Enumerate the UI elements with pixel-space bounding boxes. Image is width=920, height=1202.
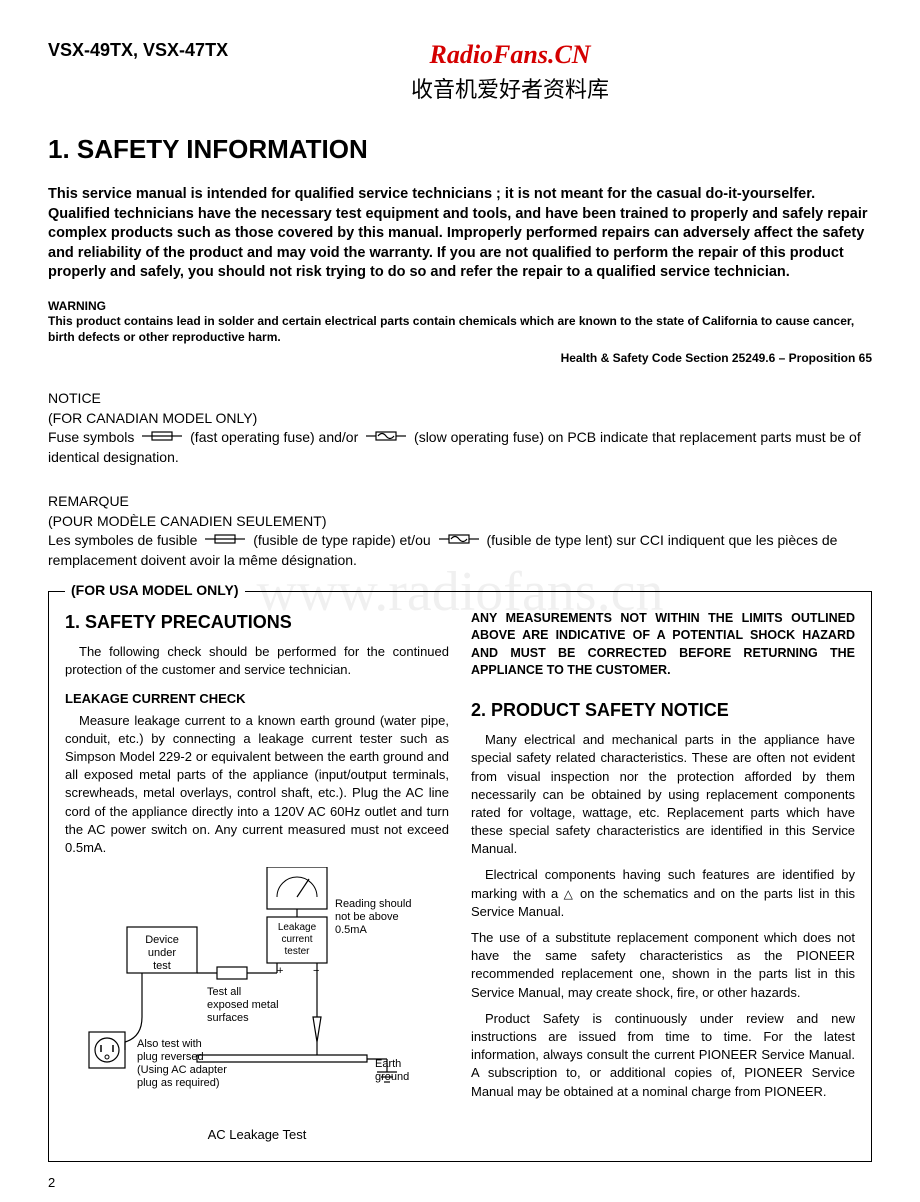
intro-paragraph: This service manual is intended for qual… [48,185,872,283]
product-safety-p3: The use of a substitute replacement comp… [471,929,855,1002]
svg-text:Test all: Test all [207,986,241,998]
svg-text:0.5mA: 0.5mA [335,924,367,936]
notice-fr-pre: Les symboles de fusible [48,532,197,548]
site-title: RadioFans.CN [268,40,752,70]
site-subtitle: 收音机爱好者资料库 [268,72,752,104]
svg-text:plug as required): plug as required) [137,1077,220,1089]
usa-model-box: (FOR USA MODEL ONLY) 1. SAFETY PRECAUTIO… [48,591,872,1162]
warning-head: WARNING [48,299,872,313]
slow-fuse-icon [439,532,479,552]
svg-text:Earth: Earth [375,1058,401,1070]
leakage-check-body: Measure leakage current to a known earth… [65,712,449,858]
product-safety-p1: Many electrical and mechanical parts in … [471,731,855,858]
svg-text:not be above: not be above [335,911,399,923]
notice-en-head: NOTICE [48,389,872,409]
notice-en-pre: Fuse symbols [48,429,134,445]
right-column: ANY MEASUREMENTS NOT WITHIN THE LIMITS O… [471,610,855,1145]
notice-fr-mid1: (fusible de type rapide) et/ou [253,532,430,548]
product-safety-p4: Product Safety is continuously under rev… [471,1010,855,1101]
svg-text:Also test with: Also test with [137,1038,202,1050]
leakage-check-heading: LEAKAGE CURRENT CHECK [65,690,449,708]
main-heading: 1. SAFETY INFORMATION [48,134,872,165]
notice-en-mid1: (fast operating fuse) and/or [190,429,358,445]
svg-text:exposed metal: exposed metal [207,999,279,1011]
svg-text:+: + [277,965,283,977]
svg-text:Device: Device [145,934,179,946]
page-header: VSX-49TX, VSX-47TX RadioFans.CN 收音机爱好者资料… [48,40,872,104]
svg-text:Leakage: Leakage [278,922,317,933]
svg-text:test: test [153,960,171,972]
svg-text:Reading should: Reading should [335,898,411,910]
product-safety-p2: Electrical components having such featur… [471,866,855,921]
fast-fuse-icon [142,429,182,449]
notice-fr-sub: (POUR MODÈLE CANADIEN SEULEMENT) [48,512,872,532]
triangle-icon: △ [564,887,575,901]
svg-text:plug reversed: plug reversed [137,1051,204,1063]
diagram-caption: AC Leakage Test [65,1126,449,1144]
notice-fr-body: Les symboles de fusible (fusible de type… [48,531,872,571]
svg-text:tester: tester [284,946,310,957]
slow-fuse-icon [366,429,406,449]
safety-precautions-heading: 1. SAFETY PRECAUTIONS [65,610,449,635]
leakage-diagram: Leakage current tester + − Reading shoul… [65,867,449,1144]
svg-text:−: − [313,965,319,977]
measurement-warning: ANY MEASUREMENTS NOT WITHIN THE LIMITS O… [471,610,855,680]
page-number: 2 [48,1175,55,1190]
product-safety-heading: 2. PRODUCT SAFETY NOTICE [471,698,855,723]
notice-en: NOTICE (FOR CANADIAN MODEL ONLY) Fuse sy… [48,389,872,468]
prop65-line: Health & Safety Code Section 25249.6 – P… [48,351,872,365]
svg-text:surfaces: surfaces [207,1012,249,1024]
svg-text:under: under [148,947,176,959]
svg-text:current: current [281,934,312,945]
fast-fuse-icon [205,532,245,552]
left-column: 1. SAFETY PRECAUTIONS The following chec… [65,610,449,1145]
precautions-intro: The following check should be performed … [65,643,449,679]
usa-box-title: (FOR USA MODEL ONLY) [65,582,245,598]
leakage-diagram-svg: Leakage current tester + − Reading shoul… [77,867,437,1117]
notice-en-body: Fuse symbols (fast operating fuse) and/o… [48,428,872,468]
svg-text:(Using AC adapter: (Using AC adapter [137,1064,227,1076]
svg-text:ground: ground [375,1071,409,1083]
warning-body: This product contains lead in solder and… [48,313,872,345]
notice-fr-head: REMARQUE [48,492,872,512]
site-block: RadioFans.CN 收音机爱好者资料库 [268,40,752,104]
model-number: VSX-49TX, VSX-47TX [48,40,228,61]
notice-fr: REMARQUE (POUR MODÈLE CANADIEN SEULEMENT… [48,492,872,571]
notice-en-sub: (FOR CANADIAN MODEL ONLY) [48,409,872,429]
